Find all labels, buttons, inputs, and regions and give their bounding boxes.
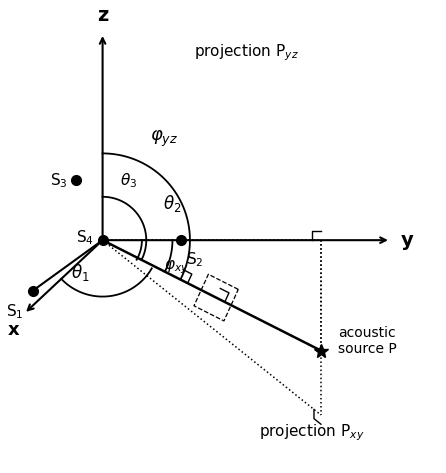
Text: S$_2$: S$_2$ [186,250,203,269]
Text: x: x [8,321,20,339]
Text: acoustic
source P: acoustic source P [339,326,397,357]
Text: z: z [97,6,108,25]
Text: projection P$_{yz}$: projection P$_{yz}$ [194,42,299,63]
Text: S$_3$: S$_3$ [50,171,68,190]
Text: $\theta_3$: $\theta_3$ [120,171,137,190]
Text: $\theta_1$: $\theta_1$ [71,262,90,283]
Text: $\varphi_{xy}$: $\varphi_{xy}$ [164,259,189,276]
Text: projection P$_{xy}$: projection P$_{xy}$ [260,422,365,443]
Text: y: y [401,231,413,250]
Text: S$_4$: S$_4$ [76,228,94,247]
Text: $\theta_2$: $\theta_2$ [163,193,182,214]
Text: $\varphi_{yz}$: $\varphi_{yz}$ [149,129,178,149]
Text: S$_1$: S$_1$ [6,302,24,321]
